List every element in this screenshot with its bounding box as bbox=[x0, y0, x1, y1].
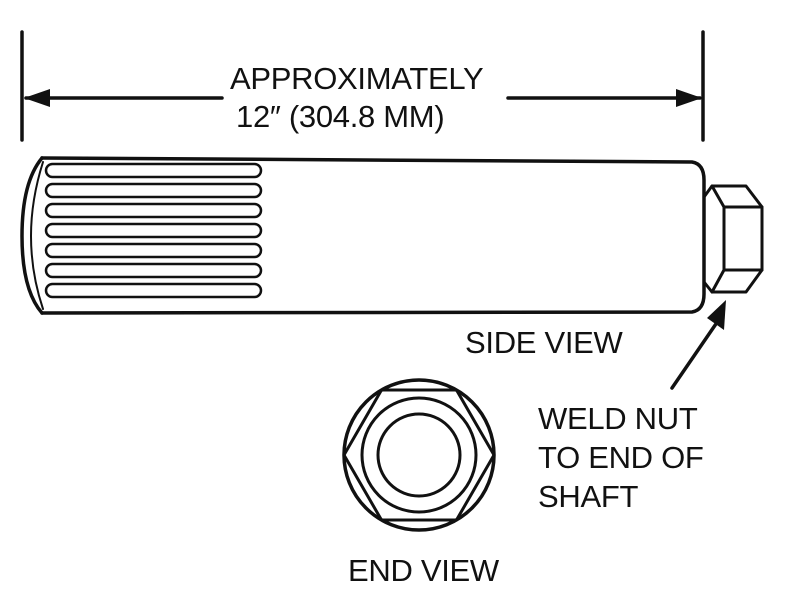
callout-arrow bbox=[670, 300, 726, 390]
callout-line2: TO END OF bbox=[538, 440, 704, 475]
dimension-label-line1: APPROXIMATELY bbox=[230, 61, 484, 96]
weld-nut-end-view bbox=[342, 378, 496, 532]
callout-line1: WELD NUT bbox=[538, 401, 698, 436]
dimension-arrow-right bbox=[506, 89, 702, 107]
shaft-side-view bbox=[20, 156, 706, 315]
dimension-label-line2: 12″ (304.8 MM) bbox=[236, 99, 445, 134]
end-view-label: END VIEW bbox=[348, 553, 499, 588]
callout-line3: SHAFT bbox=[538, 479, 639, 514]
shaft-splines bbox=[44, 162, 263, 299]
dimension-arrow-left bbox=[24, 89, 224, 107]
weld-nut-side-view bbox=[702, 184, 764, 294]
side-view-label: SIDE VIEW bbox=[465, 325, 623, 360]
